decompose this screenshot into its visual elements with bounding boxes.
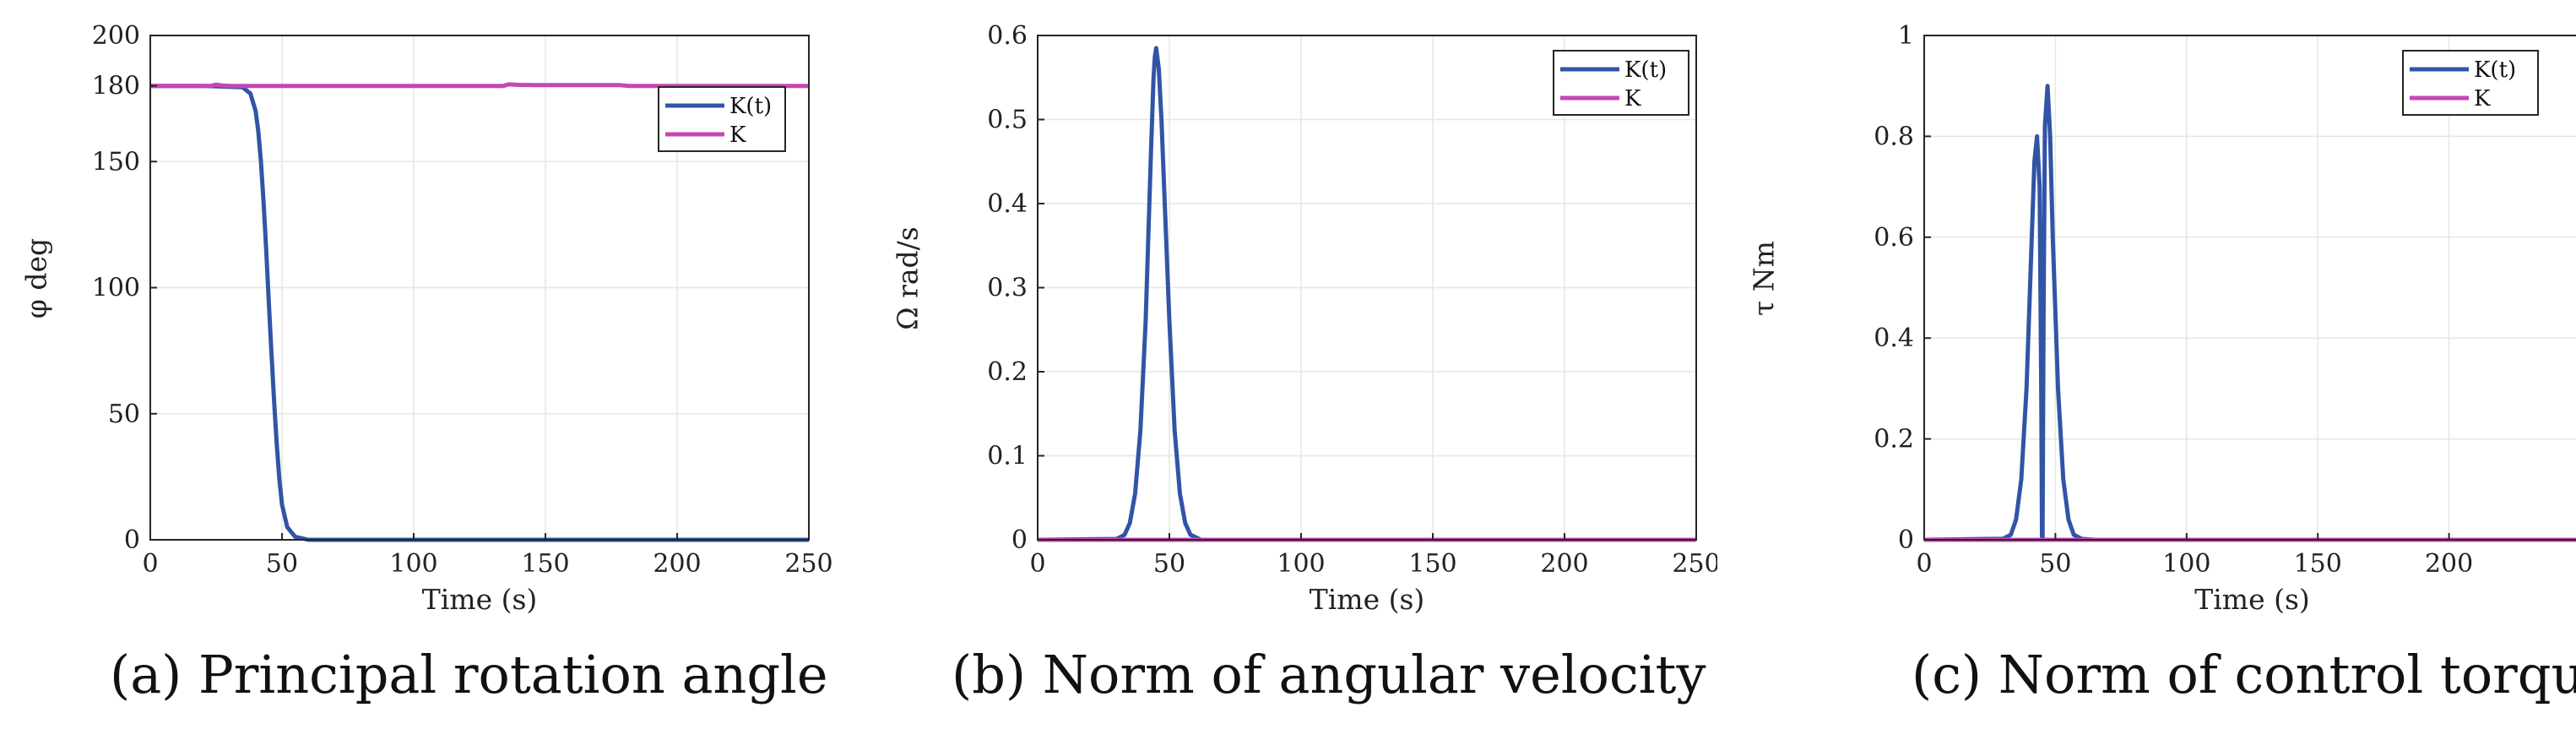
y-tick-label: 0 bbox=[1898, 525, 1914, 555]
y-tick-label: 0.2 bbox=[987, 357, 1028, 387]
y-tick-label: 0 bbox=[124, 525, 140, 555]
x-tick-label: 200 bbox=[653, 549, 701, 579]
x-axis-label: Time (s) bbox=[2194, 583, 2310, 616]
legend-label: K(t) bbox=[729, 94, 772, 119]
y-axis-label: φ deg bbox=[19, 237, 53, 319]
legend: K(t) K bbox=[1553, 50, 1689, 116]
y-tick-label: 50 bbox=[108, 400, 140, 429]
chart-a: 0 50 100 150 200 250 0 50 100 150 180 200 Time (s) K(… bbox=[92, 21, 833, 616]
x-tick-label: 0 bbox=[1916, 549, 1932, 579]
y-tick-label: 0.2 bbox=[1874, 425, 1914, 454]
x-tick-label: 200 bbox=[2425, 549, 2473, 579]
y-axis-label: Ω rad/s bbox=[891, 226, 925, 330]
caption-b: (b) Norm of angular velocity bbox=[952, 644, 1706, 705]
y-tick-label: 0.4 bbox=[1874, 324, 1914, 353]
y-tick-label: 0 bbox=[1011, 525, 1028, 555]
y-tick-label: 0.4 bbox=[987, 189, 1028, 219]
x-tick-label: 50 bbox=[1153, 549, 1185, 579]
x-tick-label: 50 bbox=[2039, 549, 2071, 579]
legend-box bbox=[2402, 50, 2539, 116]
chart-panel-b: 0 50 100 150 200 250 0 0.1 0.2 0.3 0.4 0.5 0.6 Time (… bbox=[859, 0, 1721, 751]
chart-c: 0 50 100 150 200 0 0.2 0.4 0.6 0.8 1 Time (s) K(t) K bbox=[1874, 21, 2576, 616]
x-axis-label: Time (s) bbox=[422, 583, 538, 616]
plot-frame bbox=[1923, 35, 2576, 541]
legend-label: K bbox=[729, 122, 746, 148]
legend-label: K bbox=[1624, 86, 1641, 112]
x-tick-label: 50 bbox=[266, 549, 298, 579]
x-tick-label: 250 bbox=[784, 549, 832, 579]
series-line-kt bbox=[1038, 46, 1696, 542]
legend-label: K(t) bbox=[1624, 57, 1667, 83]
y-tick-label: 1 bbox=[1898, 21, 1914, 51]
x-tick-label: 0 bbox=[1029, 549, 1045, 579]
y-tick-label: 0.8 bbox=[1874, 122, 1914, 151]
x-tick-label: 200 bbox=[1540, 549, 1588, 579]
x-tick-label: 150 bbox=[1408, 549, 1456, 579]
y-tick-label: 0.1 bbox=[987, 442, 1028, 471]
legend: K(t) K bbox=[2402, 50, 2539, 116]
legend-label: K(t) bbox=[2474, 57, 2516, 83]
y-tick-label: 100 bbox=[92, 274, 140, 303]
x-tick-label: 0 bbox=[142, 549, 158, 579]
chart-panel-a: 0 50 100 150 200 250 0 50 100 150 180 200 Time (s) K(… bbox=[0, 0, 859, 751]
series-line-k bbox=[150, 82, 809, 89]
x-tick-label: 150 bbox=[521, 549, 569, 579]
series-line-kt bbox=[150, 84, 809, 542]
chart-b: 0 50 100 150 200 250 0 0.1 0.2 0.3 0.4 0.5 0.6 Time (… bbox=[987, 21, 1720, 616]
caption-a: (a) Principal rotation angle bbox=[110, 644, 828, 705]
y-axis-label: τ Nm bbox=[1747, 241, 1781, 316]
series-line-kt bbox=[1924, 84, 2576, 542]
caption-c: (c) Norm of control torque bbox=[1912, 644, 2576, 705]
x-tick-label: 150 bbox=[2294, 549, 2342, 579]
legend-box bbox=[658, 86, 786, 152]
y-tick-label: 150 bbox=[92, 147, 140, 177]
y-tick-label: 0.5 bbox=[987, 106, 1028, 135]
x-tick-label: 100 bbox=[2162, 549, 2210, 579]
legend: K(t) K bbox=[658, 86, 786, 152]
x-tick-label: 100 bbox=[389, 549, 437, 579]
y-tick-label: 0.6 bbox=[987, 21, 1028, 51]
y-tick-label: 0.6 bbox=[1874, 223, 1914, 253]
legend-label: K bbox=[2474, 86, 2491, 112]
legend-box bbox=[1553, 50, 1689, 116]
y-tick-label: 200 bbox=[92, 21, 140, 51]
y-tick-label: 180 bbox=[92, 72, 140, 101]
chart-panel-c: 0 50 100 150 200 0 0.2 0.4 0.6 0.8 1 Time (s) K(t) K … bbox=[1717, 0, 2576, 751]
y-tick-label: 0.3 bbox=[987, 274, 1028, 303]
x-tick-label: 250 bbox=[1672, 549, 1717, 579]
x-tick-label: 100 bbox=[1277, 549, 1325, 579]
x-axis-label: Time (s) bbox=[1310, 583, 1425, 616]
